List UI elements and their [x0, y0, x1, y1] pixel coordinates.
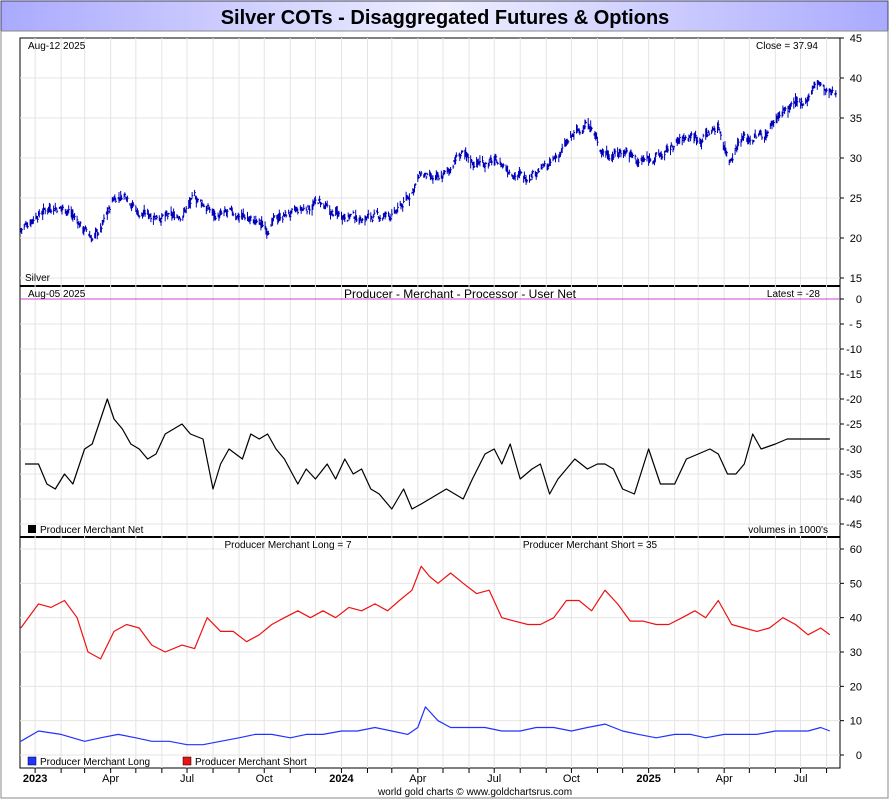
- x-tick-label: 2025: [636, 773, 660, 785]
- x-tick-label: 2024: [329, 773, 354, 785]
- net-latest-label: Latest = -28: [767, 289, 821, 300]
- y-tick-label: 30: [850, 153, 862, 165]
- x-tick-label: Apr: [102, 773, 119, 785]
- y-tick-label: -30: [846, 444, 862, 456]
- y-tick-label: - 5: [849, 319, 862, 331]
- x-axis: 2023 Apr Jul Oct 2024 Apr Jul Oct 2025 Apr Jul: [23, 768, 828, 785]
- x-tick-label: Oct: [563, 773, 580, 785]
- long-legend-label: Producer Merchant Long: [40, 757, 150, 768]
- y-tick-label: -25: [846, 419, 862, 431]
- long-legend-swatch: [27, 756, 37, 766]
- short-legend-swatch: [182, 756, 192, 766]
- price-panel-frame: [19, 37, 841, 287]
- volumes-note: volumes in 1000's: [748, 525, 828, 536]
- x-tick-label: Apr: [716, 773, 733, 785]
- price-date-label: Aug-12 2025: [28, 41, 86, 52]
- y-tick-label: 35: [850, 113, 862, 125]
- x-tick-label: Jul: [180, 773, 194, 785]
- x-tick-label: Jul: [487, 773, 501, 785]
- long-series-line: [20, 706, 831, 746]
- y-tick-label: 0: [856, 294, 862, 306]
- y-tick-label: 60: [850, 544, 862, 556]
- footer-credit: world gold charts © www.goldchartsrus.co…: [377, 787, 572, 798]
- y-tick-label: 20: [850, 233, 862, 245]
- y-tick-label: -10: [846, 344, 862, 356]
- y-tick-label: 45: [850, 33, 862, 45]
- y-tick-label: -45: [846, 519, 862, 531]
- net-series-line: [25, 398, 830, 510]
- net-panel-frame: [19, 285, 841, 538]
- price-series-name: Silver: [25, 273, 51, 284]
- y-tick-label: 40: [850, 73, 862, 85]
- y-axis-ticks: 45 40 35 30 25 20 15 0 - 5 -10 -15 -20 -25 -30 -35 -40 -…: [840, 33, 862, 762]
- title-bar: [0, 0, 889, 32]
- net-legend-swatch: [28, 525, 36, 533]
- price-close-label: Close = 37.94: [756, 41, 818, 52]
- y-tick-label: -40: [846, 494, 862, 506]
- x-tick-label: Oct: [256, 773, 273, 785]
- y-tick-label: 15: [850, 273, 862, 285]
- x-tick-label: Apr: [409, 773, 426, 785]
- x-tick-label: Jul: [794, 773, 808, 785]
- net-date-label: Aug-05 2025: [28, 289, 86, 300]
- y-tick-label: 25: [850, 193, 862, 205]
- outer-frame: [0, 30, 889, 799]
- net-legend-label: Producer Merchant Net: [40, 525, 144, 536]
- y-tick-label: -35: [846, 469, 862, 481]
- long-latest-label: Producer Merchant Long = 7: [224, 540, 351, 551]
- y-tick-label: 40: [850, 613, 862, 625]
- y-tick-label: 20: [850, 681, 862, 693]
- short-series-line: [20, 565, 831, 660]
- net-panel-title: Producer - Merchant - Processor - User N…: [344, 287, 577, 301]
- y-tick-label: 10: [850, 716, 862, 728]
- x-tick-label: 2023: [23, 773, 47, 785]
- short-legend-label: Producer Merchant Short: [195, 757, 307, 768]
- y-tick-label: 50: [850, 578, 862, 590]
- y-tick-label: -15: [846, 369, 862, 381]
- page-title: Silver COTs - Disaggregated Futures & Op…: [221, 7, 670, 29]
- y-tick-label: 0: [856, 750, 862, 762]
- y-tick-label: -20: [846, 394, 862, 406]
- price-bars: [20, 80, 837, 243]
- y-tick-label: 30: [850, 647, 862, 659]
- short-latest-label: Producer Merchant Short = 35: [523, 540, 658, 551]
- series-lines: [20, 80, 837, 746]
